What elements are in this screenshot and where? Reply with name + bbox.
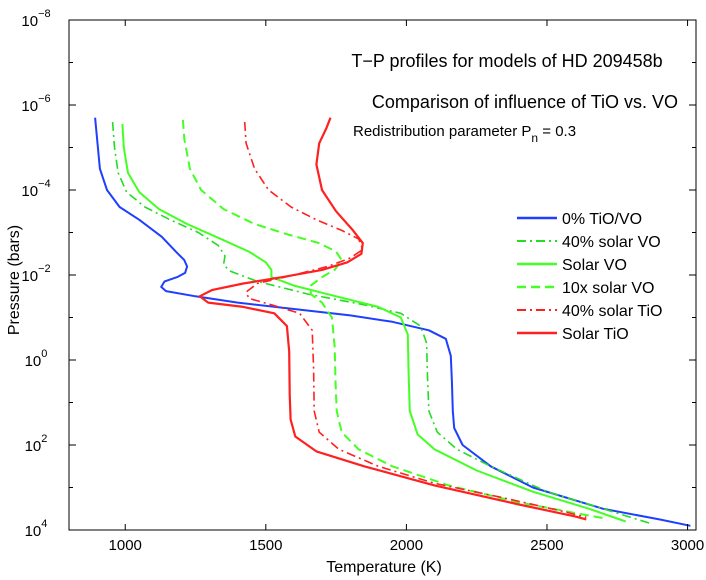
- y-axis-label: Pressure (bars): [6, 225, 23, 335]
- legend-label-4: 40% solar TiO: [562, 303, 662, 320]
- x-axis-label: Temperature (K): [326, 559, 442, 576]
- param-suffix: = 0.3: [538, 123, 576, 140]
- series-line-4: [243, 121, 587, 519]
- chart-title-line-2: Comparison of influence of TiO vs. VO: [372, 92, 678, 112]
- y-tick-label: 104: [25, 518, 48, 540]
- ticks-layer: 1000 1500 2000 2500 3000 10−8 10−6 10−4 10−2 100 1…: [21, 8, 704, 554]
- legend-label-2: Solar VO: [562, 257, 627, 274]
- y-tick-label: 102: [25, 433, 48, 455]
- x-tick-label: 2000: [390, 537, 423, 554]
- y-tick-label: 10−6: [21, 93, 50, 115]
- param-prefix: Redistribution parameter P: [353, 123, 531, 140]
- param-subscript: n: [531, 131, 538, 145]
- series-line-2: [121, 124, 627, 523]
- series-layer: [94, 117, 691, 527]
- y-tick-label: 100: [25, 348, 48, 370]
- x-tick-label: 1500: [249, 537, 282, 554]
- x-tick-label: 2500: [530, 537, 563, 554]
- series-line-0: [94, 117, 691, 527]
- y-tick-label: 10−8: [21, 8, 50, 30]
- x-tick-label: 3000: [671, 537, 704, 554]
- y-tick-label: 10−2: [21, 263, 50, 285]
- y-tick-label: 10−4: [21, 178, 50, 200]
- legend-label-0: 0% TiO/VO: [562, 211, 642, 228]
- legend-label-5: Solar TiO: [562, 326, 629, 343]
- series-line-3: [181, 119, 604, 520]
- series-line-5: [198, 117, 587, 521]
- chart-title-line-1: T−P profiles for models of HD 209458b: [351, 51, 662, 71]
- series-line-1: [111, 121, 652, 525]
- x-tick-label: 1000: [109, 537, 142, 554]
- redistribution-parameter: Redistribution parameter Pn = 0.3: [353, 123, 576, 145]
- legend-label-3: 10x solar VO: [562, 280, 654, 297]
- legend: 0% TiO/VO 40% solar VO Solar VO 10x solar V…: [517, 211, 662, 343]
- labels-layer: T−P profiles for models of HD 209458b Co…: [6, 51, 678, 576]
- legend-label-1: 40% solar VO: [562, 234, 661, 251]
